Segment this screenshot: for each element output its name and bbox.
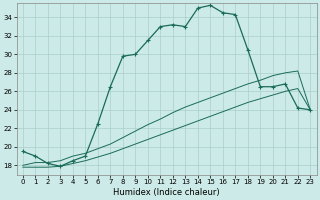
X-axis label: Humidex (Indice chaleur): Humidex (Indice chaleur) <box>113 188 220 197</box>
